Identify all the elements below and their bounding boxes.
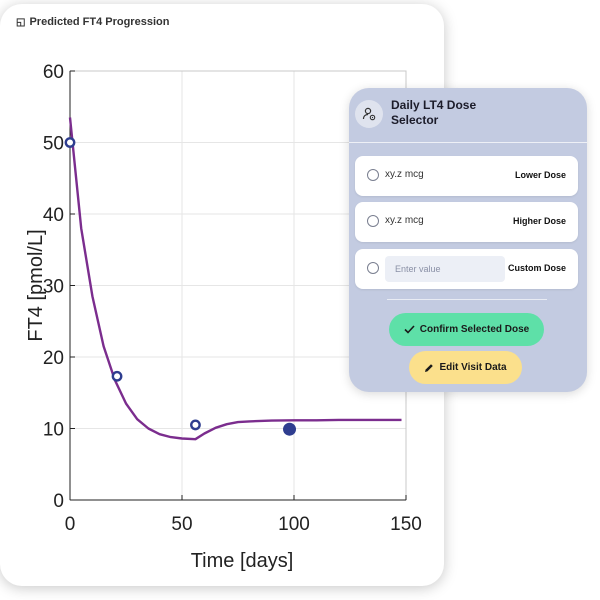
check-icon xyxy=(404,325,415,334)
confirm-label: Confirm Selected Dose xyxy=(419,324,530,335)
x-tick-label: 100 xyxy=(278,514,310,535)
data-point xyxy=(111,370,123,382)
y-tick-label: 10 xyxy=(43,420,64,441)
chart-icon: ◱ xyxy=(16,17,26,28)
edit-label: Edit Visit Data xyxy=(439,362,507,373)
data-point-filled xyxy=(283,422,297,436)
data-point xyxy=(64,137,76,148)
panel-title: Daily LT4 Dose Selector xyxy=(391,98,477,127)
x-tick-label: 0 xyxy=(65,514,76,535)
divider xyxy=(387,299,547,300)
y-tick-label: 20 xyxy=(43,348,64,369)
dose-label: Higher Dose xyxy=(512,216,566,226)
dose-option-higher[interactable]: xy.z mcg Higher Dose xyxy=(355,202,578,242)
dose-label: Custom Dose xyxy=(507,263,566,273)
dose-selector-panel: Daily LT4 Dose Selector xy.z mcg Lower D… xyxy=(349,88,587,392)
radio-button[interactable] xyxy=(367,215,379,227)
user-settings-icon xyxy=(355,100,383,128)
confirm-dose-button[interactable]: Confirm Selected Dose xyxy=(389,313,544,346)
dose-label: Lower Dose xyxy=(514,170,566,180)
panel-header: Daily LT4 Dose Selector xyxy=(349,88,587,140)
chart-title-bar: ◱ Predicted FT4 Progression xyxy=(16,16,169,28)
radio-button[interactable] xyxy=(367,169,379,181)
y-tick-label: 60 xyxy=(43,62,64,83)
y-tick-label: 40 xyxy=(43,205,64,226)
y-tick-label: 30 xyxy=(43,277,64,298)
divider xyxy=(349,142,587,143)
dose-option-lower[interactable]: xy.z mcg Lower Dose xyxy=(355,156,578,196)
custom-dose-input[interactable] xyxy=(385,256,505,282)
y-tick-label: 50 xyxy=(43,134,64,155)
dose-value: xy.z mcg xyxy=(385,169,424,180)
dose-option-custom[interactable]: Custom Dose xyxy=(355,249,578,289)
chart-title: Predicted FT4 Progression xyxy=(29,16,170,28)
y-axis-label: FT4 [pmol/L] xyxy=(25,229,47,341)
x-tick-label: 50 xyxy=(171,514,192,535)
x-axis-label: Time [days] xyxy=(191,550,294,572)
data-point xyxy=(190,419,201,431)
dose-value: xy.z mcg xyxy=(385,215,424,226)
x-tick-label: 150 xyxy=(390,514,422,535)
pencil-icon xyxy=(424,363,434,373)
y-tick-label: 0 xyxy=(53,491,64,512)
radio-button[interactable] xyxy=(367,262,379,274)
edit-visit-data-button[interactable]: Edit Visit Data xyxy=(409,351,522,384)
